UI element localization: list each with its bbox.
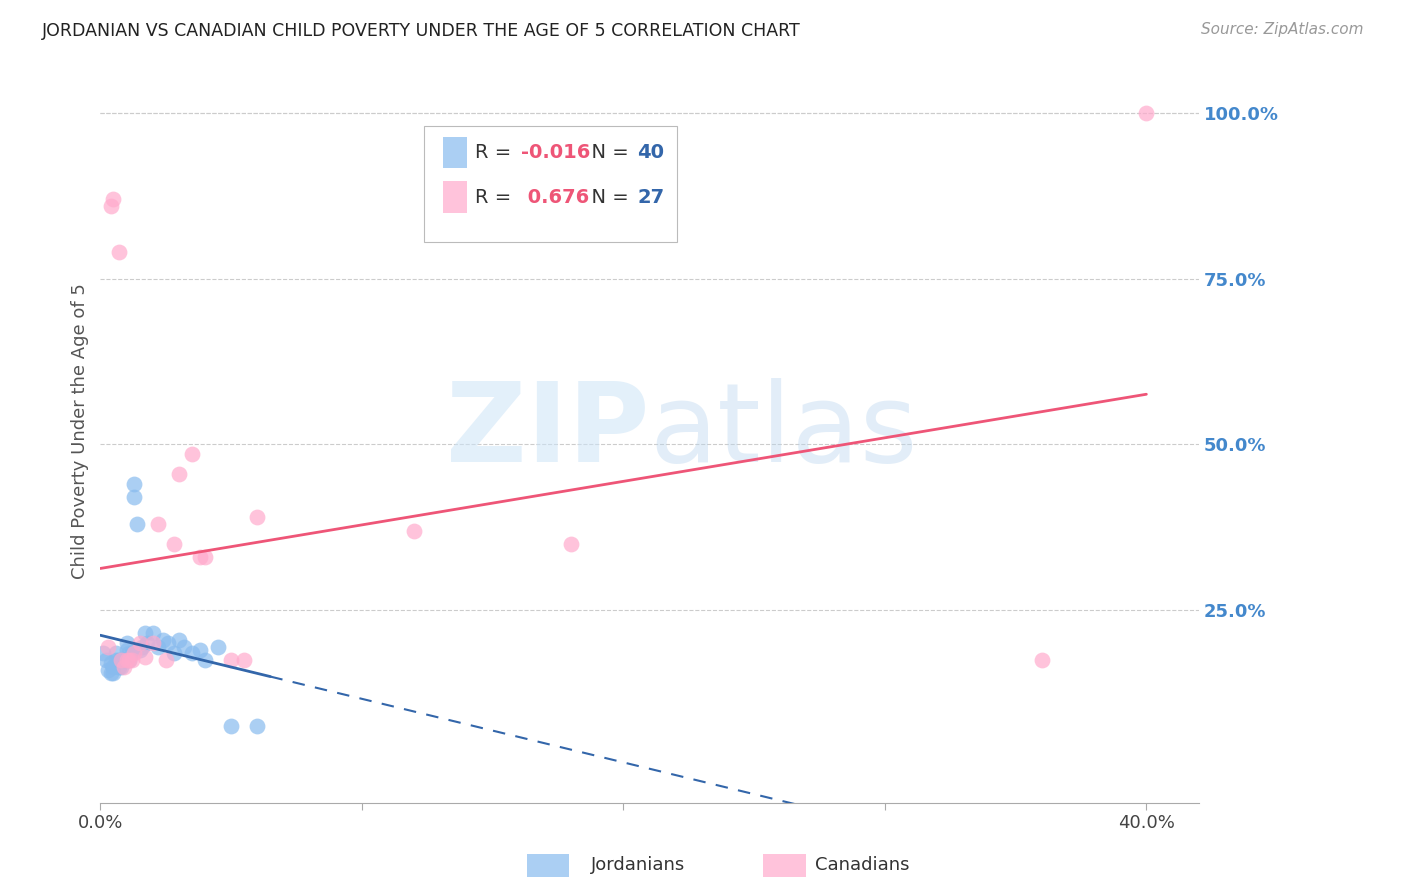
Point [131,640,153,654]
Text: Jordanians: Jordanians [591,856,685,874]
Point [1031,653,1053,667]
Point [180,447,202,461]
Point [121,653,143,667]
Text: JORDANIAN VS CANADIAN CHILD POVERTY UNDER THE AGE OF 5 CORRELATION CHART: JORDANIAN VS CANADIAN CHILD POVERTY UNDE… [42,22,801,40]
Point [128,636,150,650]
Point [134,649,156,664]
Point [107,659,129,673]
Point [194,550,217,565]
Point [136,636,159,650]
Point [124,477,146,491]
Point [125,516,148,531]
Point [103,659,125,673]
Point [188,550,211,565]
Point [152,633,174,648]
Point [167,633,190,648]
Point [560,537,582,551]
Point [100,198,122,212]
Point [107,653,129,667]
Point [97,663,120,677]
Point [112,653,135,667]
Point [115,643,138,657]
Text: N =: N = [579,143,636,162]
Point [246,719,269,733]
Text: 0.676: 0.676 [522,187,589,207]
Point [180,646,202,660]
Text: Canadians: Canadians [815,856,910,874]
Text: 27: 27 [637,187,665,207]
Point [121,646,143,660]
Point [97,640,120,654]
Point [115,636,138,650]
Point [1135,105,1157,120]
Point [142,626,165,640]
Point [103,666,125,681]
Point [107,244,129,259]
Y-axis label: Child Poverty Under the Age of 5: Child Poverty Under the Age of 5 [72,283,89,579]
Text: -0.016: -0.016 [522,143,591,162]
Point [100,657,122,671]
Bar [443,136,467,168]
Point [118,653,141,667]
Text: Source: ZipAtlas.com: Source: ZipAtlas.com [1201,22,1364,37]
Point [91,646,114,660]
Point [112,659,135,673]
Point [207,640,229,654]
Point [162,537,184,551]
Point [118,653,141,667]
Point [246,510,269,524]
Point [219,719,242,733]
Point [134,626,156,640]
Text: R =: R = [475,187,517,207]
Point [142,636,165,650]
Point [112,653,135,667]
Point [110,659,132,673]
Point [162,646,184,660]
Point [128,643,150,657]
Point [155,653,177,667]
Point [110,653,132,667]
FancyBboxPatch shape [425,127,676,242]
Point [404,524,426,538]
Point [94,653,117,667]
Point [219,653,242,667]
Point [110,653,132,667]
Point [173,640,195,654]
Point [124,646,146,660]
Point [157,636,180,650]
Point [103,192,125,206]
Point [188,643,211,657]
Point [115,653,138,667]
Point [146,516,169,531]
Point [167,467,190,482]
Text: R =: R = [475,143,517,162]
Text: N =: N = [579,187,636,207]
Point [233,653,256,667]
Text: 40: 40 [637,143,665,162]
Point [124,491,146,505]
Bar [443,181,467,212]
Point [146,640,169,654]
Text: ZIP: ZIP [446,377,650,484]
Point [105,646,128,660]
Text: atlas: atlas [650,377,918,484]
Point [105,653,128,667]
Point [194,653,217,667]
Point [118,646,141,660]
Point [100,666,122,681]
